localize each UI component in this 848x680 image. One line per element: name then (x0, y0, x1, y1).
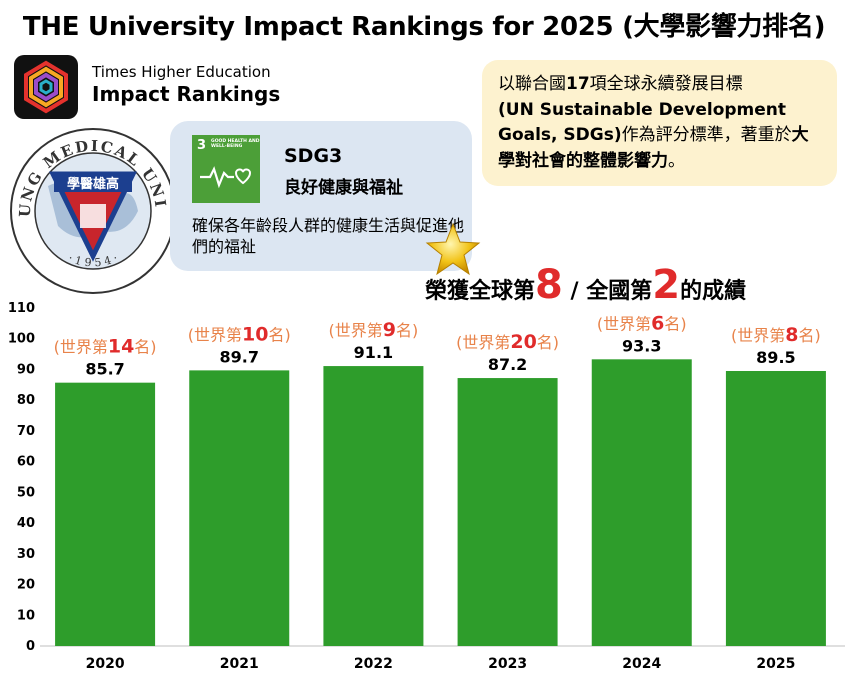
rank-label-2024: (世界第6名) (597, 312, 687, 334)
info-text-6: 大學對社會的整體影響力 (498, 125, 809, 171)
y-tick-label: 20 (17, 578, 35, 593)
bar-2020 (55, 382, 156, 646)
y-tick-label: 90 (17, 362, 35, 377)
value-label-2020: 85.7 (85, 360, 124, 379)
x-tick-label-2025: 2025 (756, 656, 795, 672)
info-text-5: 作為評分標準，著重於 (621, 125, 792, 145)
brand-line1: Times Higher Education (92, 63, 271, 81)
x-tick-label-2024: 2024 (622, 656, 661, 672)
sdg-title: 良好健康與福祉 (284, 178, 403, 198)
y-tick-label: 40 (17, 516, 35, 531)
info-text-4: (UN Sustainable Development Goals, SDGs) (498, 99, 787, 146)
info-text-1: 以聯合國 (498, 74, 566, 94)
sdg-tile-caption: GOOD HEALTH AND WELL-BEING (211, 139, 260, 149)
headline-part2: / 全國第 (562, 279, 653, 304)
info-text-7: 。 (668, 150, 685, 171)
info-box: 以聯合國17項全球永續發展目標 (UN Sustainable Developm… (482, 60, 837, 186)
score-bar-chart: 0 10 20 30 40 50 60 70 80 90 100 110 85.7 (世界第14名) 202… (8, 301, 845, 672)
x-tick-label-2020: 2020 (86, 656, 125, 672)
y-tick-label: 100 (8, 332, 35, 347)
sdg-code: SDG3 (284, 145, 343, 167)
bar-2024 (591, 359, 692, 646)
info-text-2: 17 (566, 74, 590, 94)
y-tick-label: 0 (26, 639, 35, 654)
y-tick-label: 110 (8, 301, 35, 316)
page-title: THE University Impact Rankings for 2025 … (22, 12, 826, 42)
value-label-2023: 87.2 (488, 355, 527, 374)
headline-world-rank: 8 (535, 262, 563, 308)
seal-inner-text: 學醫雄高 (67, 176, 119, 192)
headline-part1: 榮獲全球第 (425, 279, 536, 304)
x-tick-label-2023: 2023 (488, 656, 527, 672)
value-label-2024: 93.3 (622, 336, 661, 355)
the-logo-icon (14, 55, 78, 119)
headline-national-rank: 2 (652, 262, 681, 308)
x-tick-label-2022: 2022 (354, 656, 393, 672)
sdg-tile-number: 3 (197, 138, 207, 153)
brand-line2: Impact Rankings (92, 81, 281, 106)
sdg-description: 確保各年齡段人群的健康生活與促進他們的福祉 (192, 216, 465, 256)
sdg3-tile-icon: 3 GOOD HEALTH AND WELL-BEING (192, 135, 260, 203)
bar-2023 (457, 378, 558, 646)
y-tick-label: 50 (17, 485, 35, 500)
headline-part3: 的成績 (680, 279, 747, 304)
info-text-3: 項全球永續發展目標 (589, 74, 743, 94)
y-tick-label: 60 (17, 455, 35, 470)
rank-label-2025: (世界第8名) (731, 324, 821, 346)
y-tick-label: 80 (17, 393, 35, 408)
value-label-2021: 89.7 (220, 347, 259, 366)
y-tick-label: 70 (17, 424, 35, 439)
sdg-card: 3 GOOD HEALTH AND WELL-BEING SDG3 良好健康與福… (170, 121, 472, 271)
value-label-2025: 89.5 (756, 348, 795, 367)
the-brand: Times Higher Education Impact Rankings (92, 64, 280, 105)
y-tick-label: 30 (17, 547, 35, 562)
university-seal: KAOHSIUNG MEDICAL UNIVERSITY · 1 9 5 4 ·… (0, 112, 178, 296)
bar-2025 (725, 370, 826, 646)
rank-label-2023: (世界第20名) (456, 331, 559, 353)
bar-2022 (323, 366, 424, 646)
x-tick-label-2021: 2021 (220, 656, 259, 672)
y-tick-label: 10 (17, 608, 35, 623)
rank-label-2020: (世界第14名) (54, 336, 157, 358)
ranking-headline: 榮獲全球第8 / 全國第2的成績 (425, 262, 746, 308)
value-label-2022: 91.1 (354, 343, 393, 362)
bar-2021 (189, 370, 290, 646)
star-icon (424, 222, 482, 282)
rank-label-2022: (世界第9名) (329, 319, 419, 341)
rank-label-2021: (世界第10名) (188, 323, 291, 345)
heartbeat-icon (200, 166, 252, 189)
